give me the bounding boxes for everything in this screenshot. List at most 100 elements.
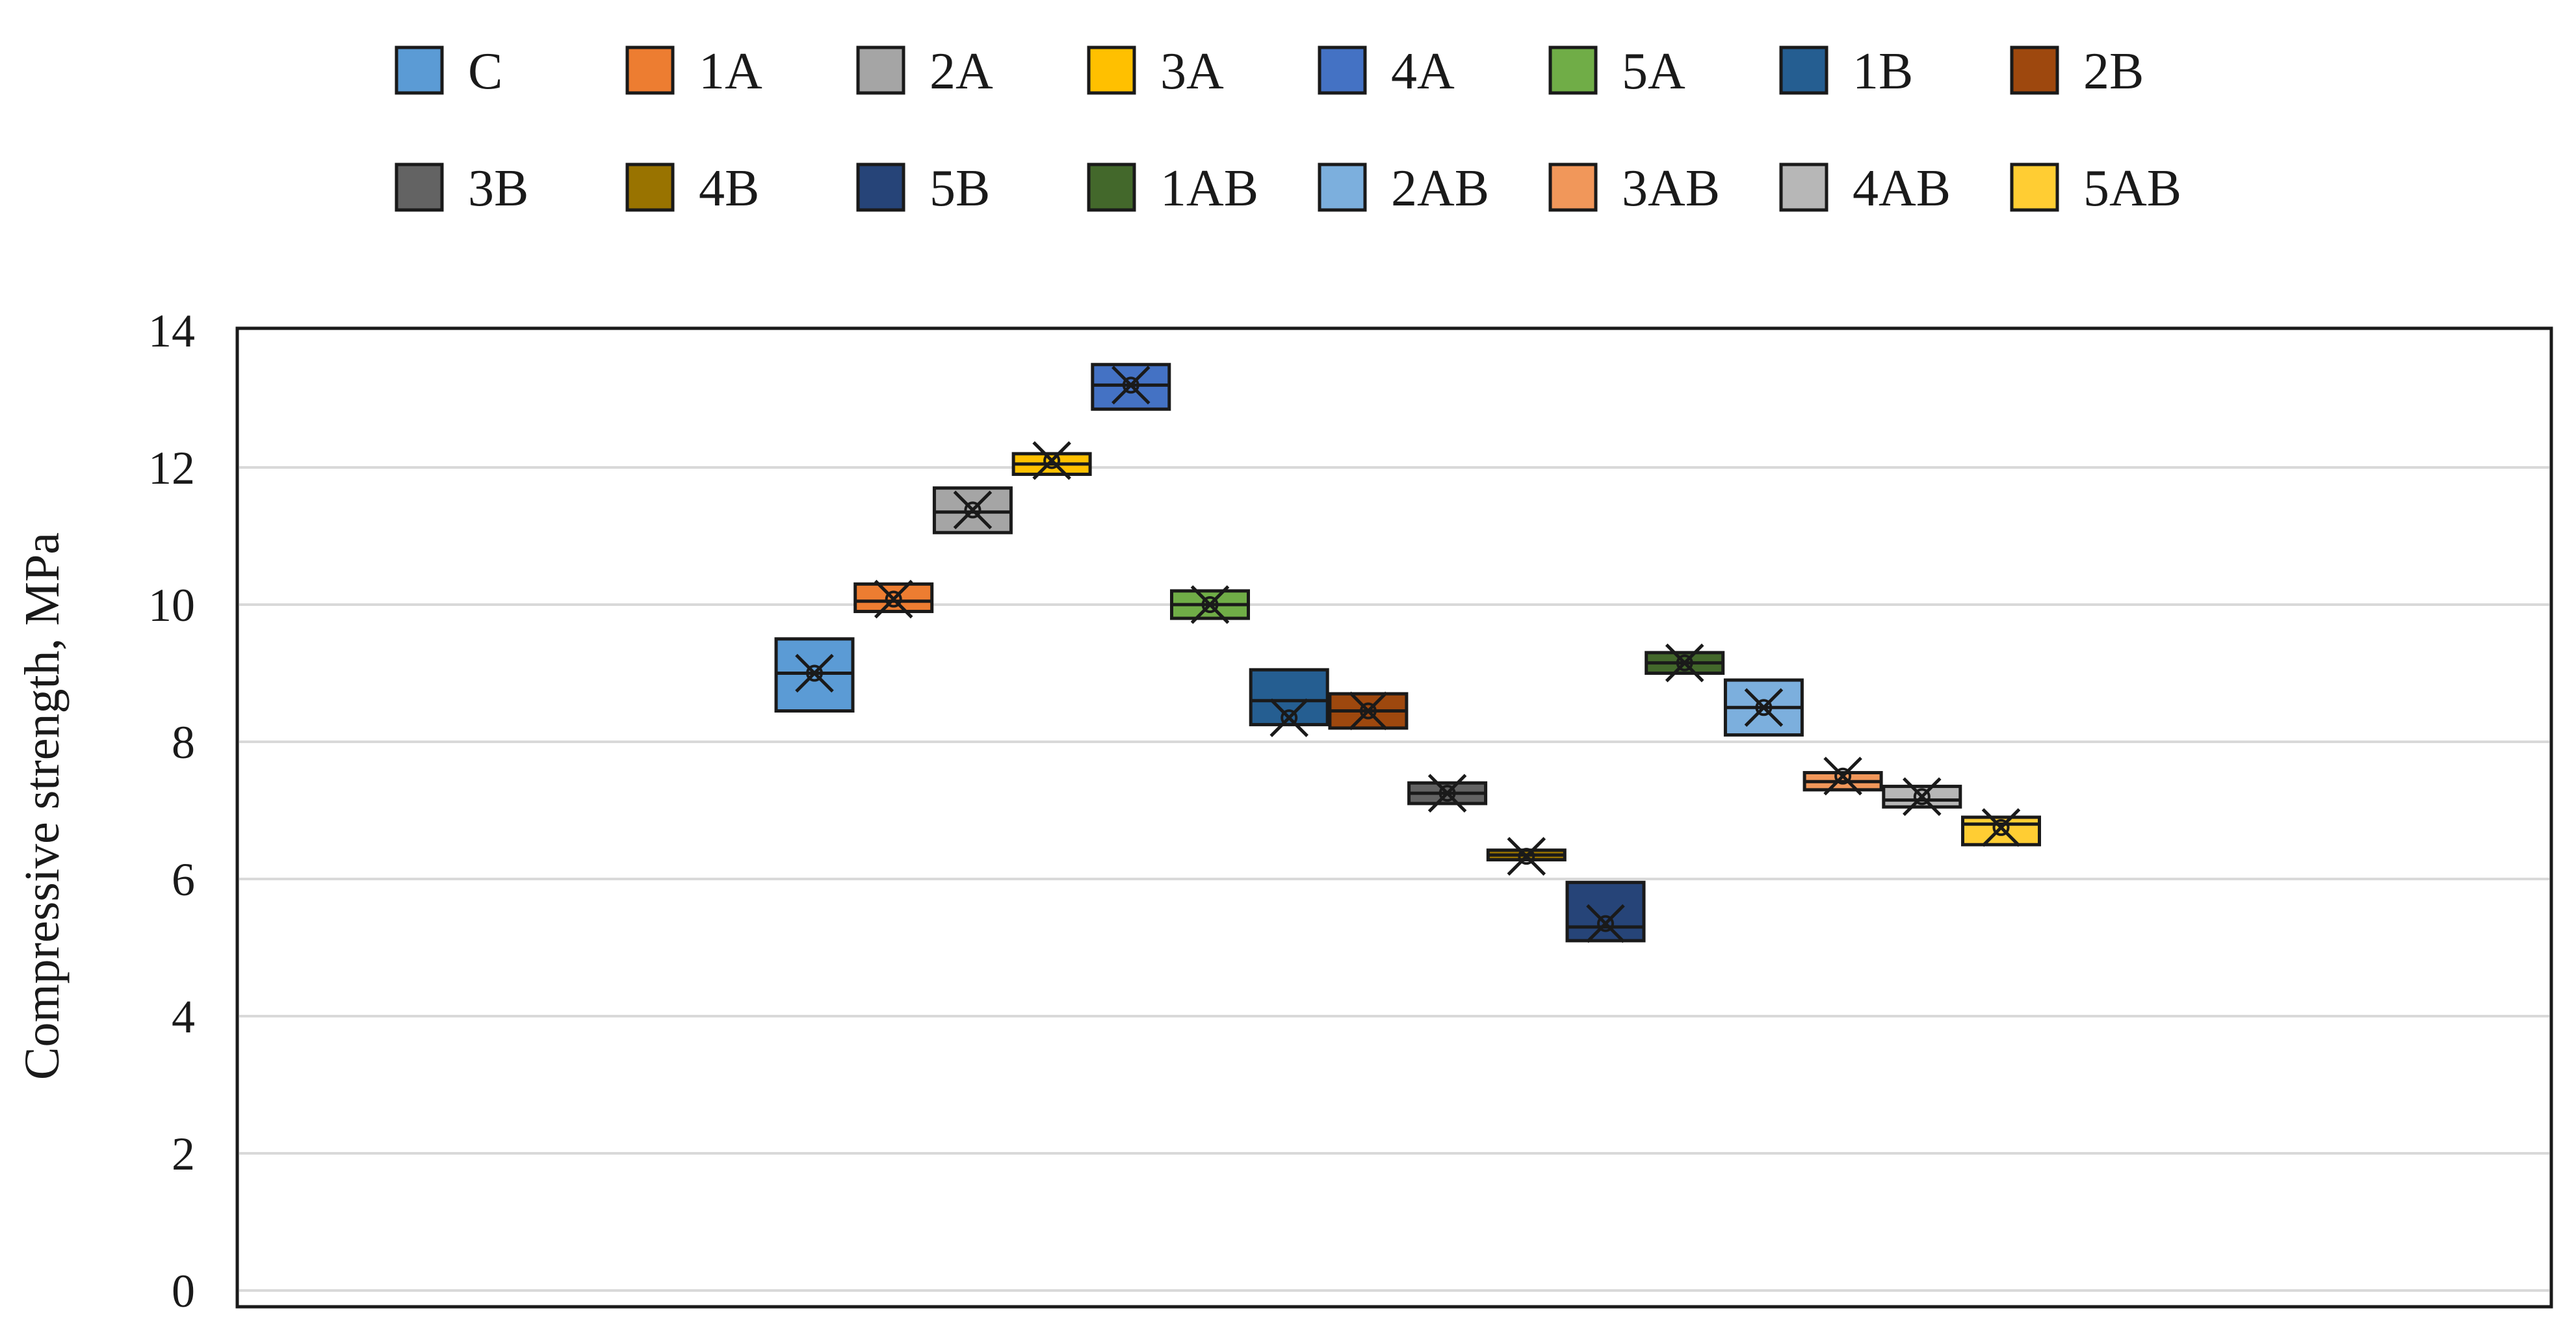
- box-1A-mean-marker: [874, 579, 913, 619]
- box-2B-mean-point: [1359, 702, 1377, 720]
- legend-item-1B: 1B: [1779, 43, 1913, 100]
- box-4AB-mean-marker: [1903, 777, 1942, 817]
- box-2A-mean-point: [964, 501, 982, 519]
- box-2AB-mean-marker: [1744, 688, 1784, 727]
- legend-swatch-3B: [395, 163, 444, 212]
- box-3A: [1011, 441, 1092, 480]
- legend-swatch-3AB: [1548, 163, 1598, 212]
- legend-item-3AB: 3AB: [1548, 160, 1720, 217]
- legend-item-4A: 4A: [1318, 43, 1455, 100]
- legend-item-2B: 2B: [2010, 43, 2144, 100]
- box-2B-mean-marker: [1349, 691, 1388, 731]
- y-tick-label: 6: [172, 854, 195, 906]
- box-4A-mean-marker: [1112, 365, 1151, 405]
- box-5B: [1565, 880, 1646, 943]
- y-tick-label: 14: [148, 305, 195, 357]
- legend-item-5B: 5B: [856, 160, 990, 217]
- box-3A-mean-point: [1043, 452, 1061, 469]
- legend-swatch-1B: [1779, 46, 1828, 95]
- legend-item-2AB: 2AB: [1318, 160, 1489, 217]
- box-4B-mean-marker: [1507, 837, 1546, 876]
- y-tick-label: 2: [172, 1128, 195, 1180]
- legend-label-1A: 1A: [699, 43, 762, 100]
- legend-label-2A: 2A: [930, 43, 993, 100]
- legend-item-2A: 2A: [856, 43, 993, 100]
- legend-swatch-5B: [856, 163, 905, 212]
- legend-label-3A: 3A: [1160, 43, 1224, 100]
- legend-swatch-2A: [856, 46, 905, 95]
- box-3AB-mean-point: [1834, 767, 1852, 785]
- box-1AB-mean-point: [1676, 654, 1693, 672]
- box-1AB-mean-marker: [1665, 643, 1704, 683]
- box-1B-mean-point: [1281, 709, 1298, 727]
- box-C: [774, 637, 855, 713]
- legend-item-4AB: 4AB: [1779, 160, 1951, 217]
- legend-item-1AB: 1AB: [1087, 160, 1258, 217]
- legend-label-C: C: [468, 43, 502, 100]
- box-5B-mean-point: [1597, 915, 1614, 932]
- box-4B-mean-point: [1518, 848, 1535, 865]
- y-axis-title: Compressive strength, MPa: [15, 532, 70, 1080]
- box-4A-mean-point: [1122, 376, 1139, 394]
- legend-label-5AB: 5AB: [2083, 160, 2181, 217]
- legend-swatch-5A: [1548, 46, 1598, 95]
- box-3B-mean-marker: [1427, 774, 1467, 813]
- plot-area: 0 2 4 6 8 10 12 14: [148, 305, 2553, 1317]
- legend-swatch-1A: [625, 46, 675, 95]
- legend-label-1AB: 1AB: [1160, 160, 1258, 217]
- legend-label-3B: 3B: [468, 160, 528, 217]
- box-5AB-iqr: [1961, 815, 2041, 846]
- legend-item-5A: 5A: [1548, 43, 1685, 100]
- box-5AB: [1961, 808, 2041, 847]
- box-4B: [1486, 837, 1567, 876]
- box-3A-mean-marker: [1032, 441, 1071, 480]
- legend-label-5A: 5A: [1622, 43, 1685, 100]
- box-4AB-mean-point: [1913, 788, 1931, 806]
- plot-background: [235, 326, 2553, 1309]
- box-1AB: [1645, 643, 1725, 683]
- legend-item-5AB: 5AB: [2010, 160, 2181, 217]
- y-tick-label: 0: [172, 1265, 195, 1317]
- box-5A-mean-point: [1201, 596, 1219, 613]
- legend-item-4B: 4B: [625, 160, 759, 217]
- box-2A: [932, 486, 1013, 534]
- legend-swatch-5AB: [2010, 163, 2059, 212]
- legend-label-2B: 2B: [2083, 43, 2144, 100]
- box-1A-mean-point: [885, 590, 902, 608]
- legend-item-3B: 3B: [395, 160, 528, 217]
- y-tick-label: 12: [148, 442, 195, 494]
- box-3AB-mean-marker: [1823, 756, 1862, 796]
- box-2A-mean-marker: [953, 490, 993, 530]
- box-4AB: [1882, 777, 1962, 817]
- legend: C 1A 2A 3A 4A 5A 1B 2B 3B 4B 5B 1AB 2AB 3AB 4AB 5AB: [395, 43, 2181, 217]
- legend-swatch-1AB: [1087, 163, 1136, 212]
- box-5A: [1170, 585, 1250, 624]
- legend-label-5B: 5B: [930, 160, 990, 217]
- box-3B: [1407, 774, 1488, 813]
- legend-label-2AB: 2AB: [1391, 160, 1489, 217]
- legend-swatch-3A: [1087, 46, 1136, 95]
- box-5A-mean-marker: [1190, 585, 1230, 624]
- legend-item-C: C: [395, 43, 502, 100]
- box-5AB-mean-point: [1992, 819, 2010, 836]
- box-2B: [1328, 691, 1409, 731]
- legend-swatch-2AB: [1318, 163, 1367, 212]
- box-1B: [1249, 668, 1329, 737]
- boxes: [774, 363, 2041, 943]
- box-3B-mean-point: [1438, 785, 1456, 802]
- box-3AB: [1802, 756, 1883, 796]
- y-tick-label: 4: [172, 991, 195, 1043]
- legend-item-1A: 1A: [625, 43, 762, 100]
- legend-label-1B: 1B: [1853, 43, 1913, 100]
- legend-swatch-2B: [2010, 46, 2059, 95]
- box-5B-mean-marker: [1586, 904, 1625, 943]
- box-2AB-mean-point: [1755, 699, 1773, 716]
- legend-swatch-4A: [1318, 46, 1367, 95]
- legend-swatch-4B: [625, 163, 675, 212]
- box-C-mean-marker: [795, 653, 834, 693]
- legend-label-4AB: 4AB: [1853, 160, 1951, 217]
- legend-label-4A: 4A: [1391, 43, 1455, 100]
- box-4A: [1091, 363, 1171, 411]
- y-tick-label: 8: [172, 716, 195, 768]
- y-axis-ticks: 0 2 4 6 8 10 12 14: [148, 305, 195, 1317]
